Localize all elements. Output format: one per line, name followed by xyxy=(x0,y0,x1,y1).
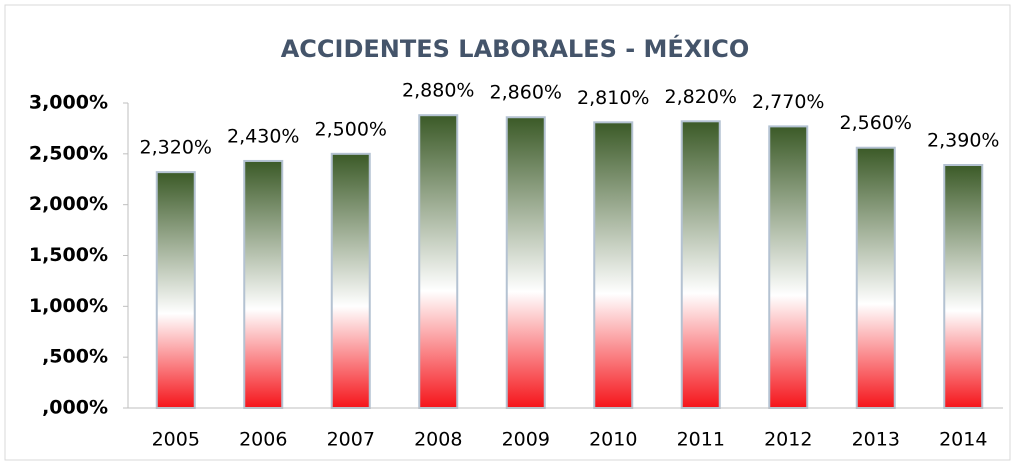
y-tick-label: ,500% xyxy=(42,346,108,368)
data-label: 2,500% xyxy=(315,118,387,140)
bar xyxy=(768,125,809,409)
bar xyxy=(330,152,371,409)
x-tick-label: 2008 xyxy=(414,429,462,451)
data-label: 2,860% xyxy=(490,82,562,104)
x-tick-label: 2014 xyxy=(939,429,987,451)
x-tick-label: 2005 xyxy=(152,429,200,451)
data-label: 2,820% xyxy=(665,86,737,108)
data-label: 2,390% xyxy=(927,130,999,152)
y-tick-label: 3,000% xyxy=(29,92,108,114)
y-tick-label: ,000% xyxy=(42,397,108,419)
y-tick-label: 1,500% xyxy=(29,244,108,266)
bar xyxy=(155,171,196,409)
x-tick-label: 2011 xyxy=(677,429,725,451)
data-label: 2,560% xyxy=(840,112,912,134)
y-tick-label: 1,000% xyxy=(29,295,108,317)
bar xyxy=(418,114,459,409)
bar xyxy=(505,116,546,409)
bar xyxy=(593,121,634,409)
x-tick-label: 2013 xyxy=(852,429,900,451)
data-label: 2,880% xyxy=(402,80,474,102)
bar xyxy=(855,146,896,409)
x-tick-label: 2012 xyxy=(764,429,812,451)
y-tick-label: 2,500% xyxy=(29,142,108,164)
bar xyxy=(943,164,984,409)
data-label: 2,810% xyxy=(577,87,649,109)
x-tick-label: 2010 xyxy=(589,429,637,451)
data-label: 2,770% xyxy=(752,91,824,113)
data-label: 2,430% xyxy=(227,125,299,147)
data-label: 2,320% xyxy=(140,137,212,159)
chart-title: ACCIDENTES LABORALES - MÉXICO xyxy=(281,34,750,63)
bar xyxy=(680,120,721,410)
x-tick-label: 2009 xyxy=(502,429,550,451)
y-tick-label: 2,000% xyxy=(29,193,108,215)
x-tick-label: 2006 xyxy=(239,429,287,451)
bar xyxy=(243,159,284,409)
x-tick-label: 2007 xyxy=(327,429,375,451)
